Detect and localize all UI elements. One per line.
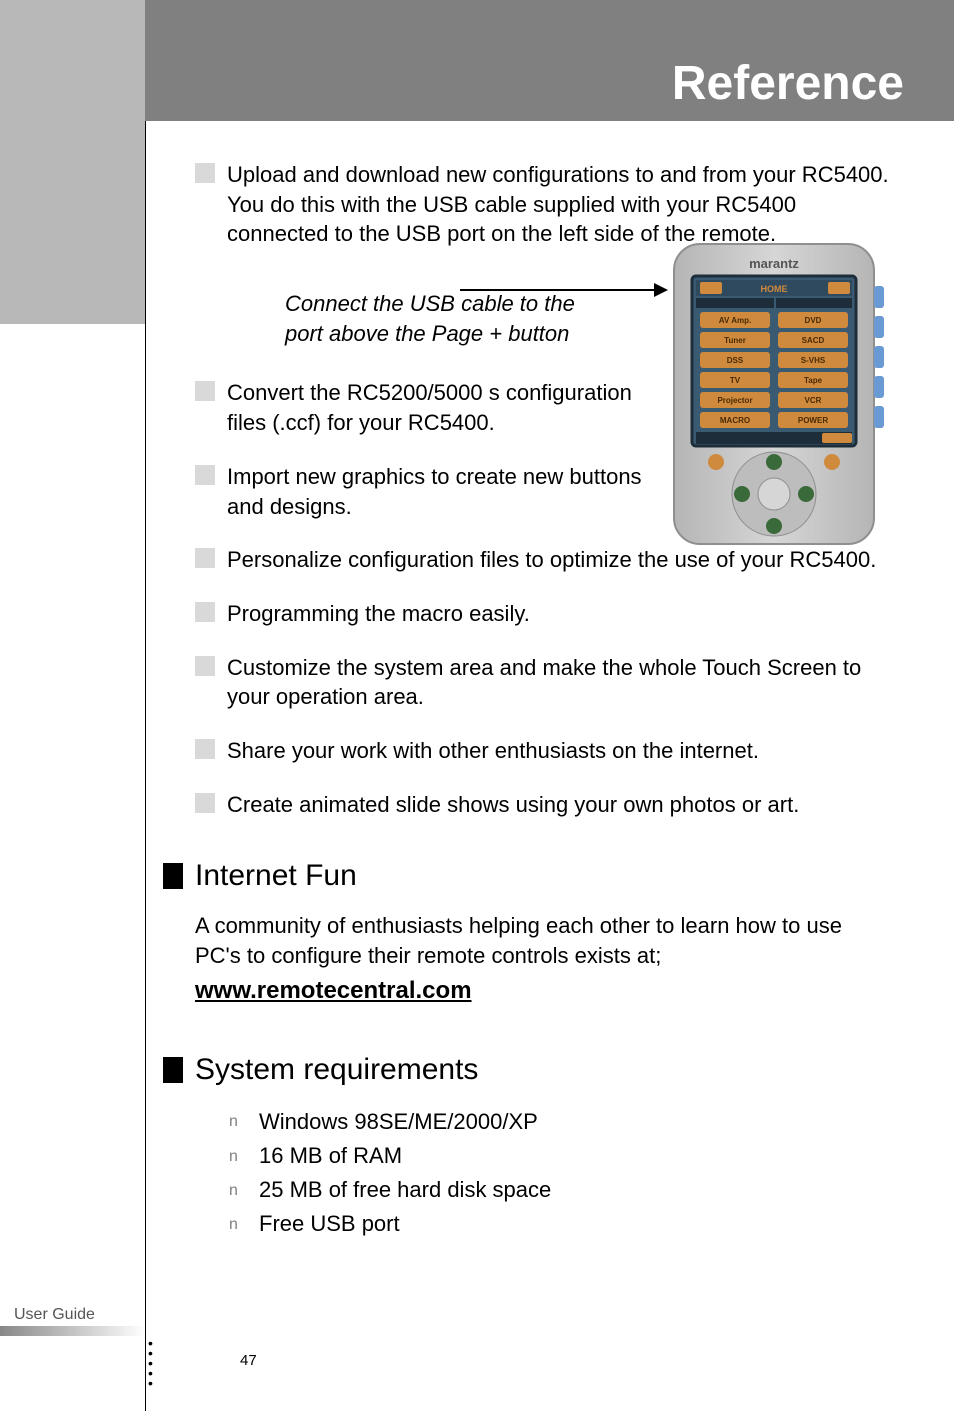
bullet-square-icon xyxy=(195,793,215,813)
bullet-square-icon xyxy=(195,602,215,622)
bullet-text: Import new graphics to create new button… xyxy=(227,462,647,521)
bullet-square-icon xyxy=(195,548,215,568)
main-content: Upload and download new configurations t… xyxy=(195,160,890,1241)
caption-line: port above the Page + button xyxy=(285,321,569,346)
n-bullet-icon: n xyxy=(229,1145,259,1170)
feature-bullet: Personalize configuration files to optim… xyxy=(195,545,890,575)
n-bullet-icon: n xyxy=(229,1213,259,1238)
internet-fun-paragraph: A community of enthusiasts helping each … xyxy=(195,911,890,970)
list-item: n25 MB of free hard disk space xyxy=(229,1173,890,1207)
section-title-system-requirements: System requirements xyxy=(195,1053,478,1087)
remotecentral-link[interactable]: www.remotecentral.com xyxy=(195,977,890,1005)
req-text: Free USB port xyxy=(259,1211,400,1236)
feature-bullet: Programming the macro easily. xyxy=(195,599,890,629)
bullet-text: Programming the macro easily. xyxy=(227,599,530,629)
n-bullet-icon: n xyxy=(229,1110,259,1135)
bullet-text: Share your work with other enthusiasts o… xyxy=(227,736,759,766)
footer-dots-icon: ••••• xyxy=(148,1338,153,1388)
usb-caption: Connect the USB cable to the port above … xyxy=(285,289,890,348)
system-requirements-list: nWindows 98SE/ME/2000/XP n16 MB of RAM n… xyxy=(229,1105,890,1241)
bullet-text: Personalize configuration files to optim… xyxy=(227,545,876,575)
req-text: Windows 98SE/ME/2000/XP xyxy=(259,1109,538,1134)
list-item: n16 MB of RAM xyxy=(229,1139,890,1173)
bullet-text: Create animated slide shows using your o… xyxy=(227,790,799,820)
footer-user-guide-label: User Guide xyxy=(14,1306,95,1324)
bullet-text: Convert the RC5200/5000 s configuration … xyxy=(227,378,647,437)
bullet-square-icon xyxy=(195,656,215,676)
bullet-square-icon xyxy=(195,739,215,759)
vertical-divider xyxy=(145,121,146,1411)
bullet-text: Customize the system area and make the w… xyxy=(227,653,890,712)
page-number: 47 xyxy=(240,1352,257,1369)
req-text: 25 MB of free hard disk space xyxy=(259,1177,551,1202)
n-bullet-icon: n xyxy=(229,1179,259,1204)
footer-gradient-bar xyxy=(0,1326,145,1336)
page-header-title: Reference xyxy=(672,56,904,111)
caption-line: Connect the USB cable to the xyxy=(285,291,575,316)
feature-bullet: Convert the RC5200/5000 s configuration … xyxy=(195,378,890,437)
section-heading-row: Internet Fun xyxy=(163,859,890,893)
bullet-square-icon xyxy=(195,381,215,401)
list-item: nWindows 98SE/ME/2000/XP xyxy=(229,1105,890,1139)
list-item: nFree USB port xyxy=(229,1207,890,1241)
feature-bullet: Upload and download new configurations t… xyxy=(195,160,890,249)
bullet-square-icon xyxy=(195,465,215,485)
section-square-icon xyxy=(163,1057,183,1083)
bullet-text: Upload and download new configurations t… xyxy=(227,160,890,249)
bullet-square-icon xyxy=(195,163,215,183)
feature-bullet: Customize the system area and make the w… xyxy=(195,653,890,712)
section-square-icon xyxy=(163,863,183,889)
feature-bullet: Import new graphics to create new button… xyxy=(195,462,890,521)
feature-bullet: Create animated slide shows using your o… xyxy=(195,790,890,820)
header-left-block xyxy=(0,0,145,324)
section-title-internet-fun: Internet Fun xyxy=(195,859,357,893)
feature-bullet: Share your work with other enthusiasts o… xyxy=(195,736,890,766)
req-text: 16 MB of RAM xyxy=(259,1143,402,1168)
section-heading-row: System requirements xyxy=(163,1053,890,1087)
